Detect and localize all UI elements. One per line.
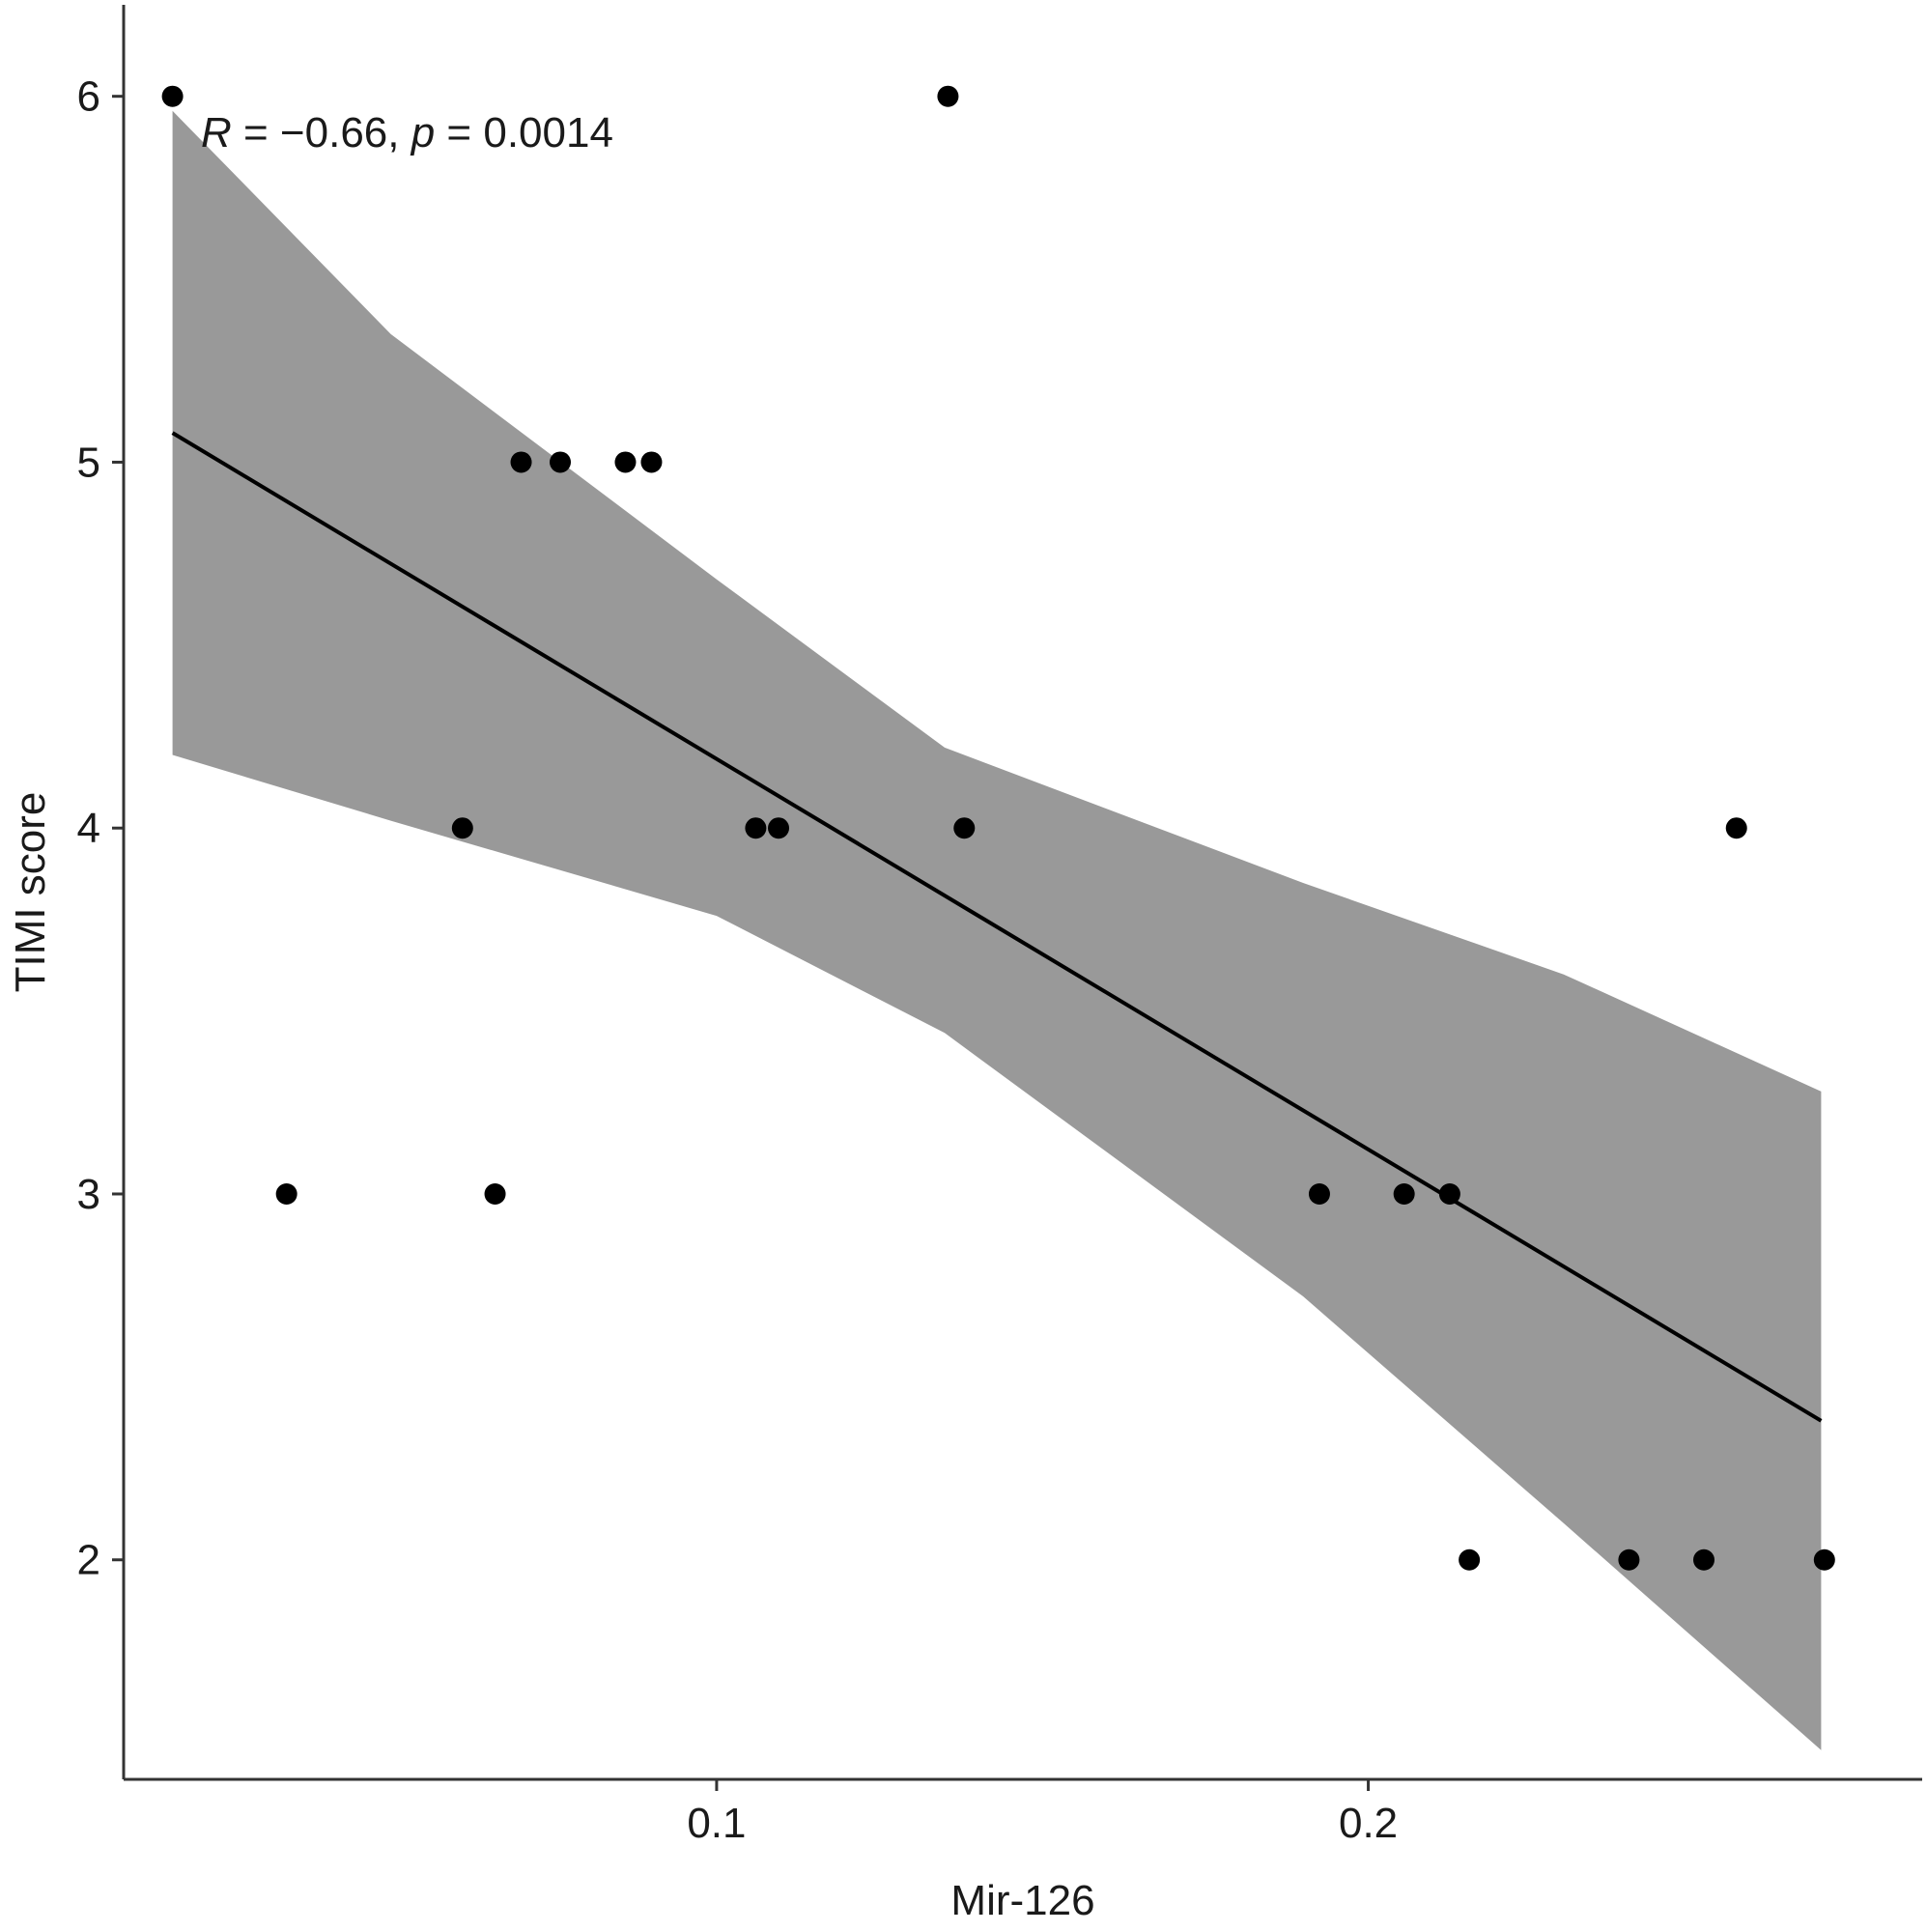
data-point-16 (1459, 1548, 1481, 1571)
data-point-9 (745, 817, 767, 839)
correlation-annotation: R = −0.66, p = 0.0014 (201, 109, 613, 156)
x-tick-label-0.1: 0.1 (687, 1800, 746, 1847)
data-point-18 (1692, 1548, 1714, 1571)
p-symbol: p (410, 109, 435, 156)
y-tick-label-3: 3 (77, 1171, 100, 1218)
y-tick-label-5: 5 (77, 439, 100, 486)
y-tick-label-2: 2 (77, 1537, 100, 1584)
data-point-6 (550, 451, 572, 473)
x-axis-title: Mir-126 (950, 1877, 1094, 1924)
axes-layer: 2 3 4 5 6 0.1 0.2 (77, 5, 1922, 1847)
y-axis-title: TIMI score (7, 792, 54, 993)
data-point-5 (510, 451, 532, 473)
regression-line-layer (171, 431, 1823, 1423)
data-point-13 (1308, 1182, 1330, 1205)
p-value: = 0.0014 (435, 109, 613, 156)
confidence-band (172, 110, 1822, 1750)
data-point-3 (451, 817, 473, 839)
data-point-7 (614, 451, 637, 473)
data-point-20 (1813, 1548, 1835, 1571)
data-point-15 (1438, 1182, 1460, 1205)
r-value: = −0.66, (232, 109, 411, 156)
regression-line (171, 431, 1823, 1423)
data-point-11 (937, 85, 959, 107)
data-point-2 (275, 1182, 298, 1205)
data-point-14 (1393, 1182, 1415, 1205)
data-points-layer (161, 85, 1835, 1571)
data-point-12 (953, 817, 976, 839)
data-point-4 (484, 1182, 506, 1205)
data-point-10 (768, 817, 790, 839)
data-point-8 (640, 451, 663, 473)
confidence-band-layer (172, 110, 1822, 1750)
y-tick-label-4: 4 (77, 805, 100, 852)
data-point-19 (1725, 817, 1747, 839)
data-point-1 (161, 85, 184, 107)
x-tick-label-0.2: 0.2 (1339, 1800, 1398, 1847)
r-symbol: R (201, 109, 232, 156)
labels-layer: R = −0.66, p = 0.0014 Mir-126 TIMI score (7, 109, 1095, 1924)
y-tick-label-6: 6 (77, 73, 100, 121)
data-point-17 (1618, 1548, 1640, 1571)
